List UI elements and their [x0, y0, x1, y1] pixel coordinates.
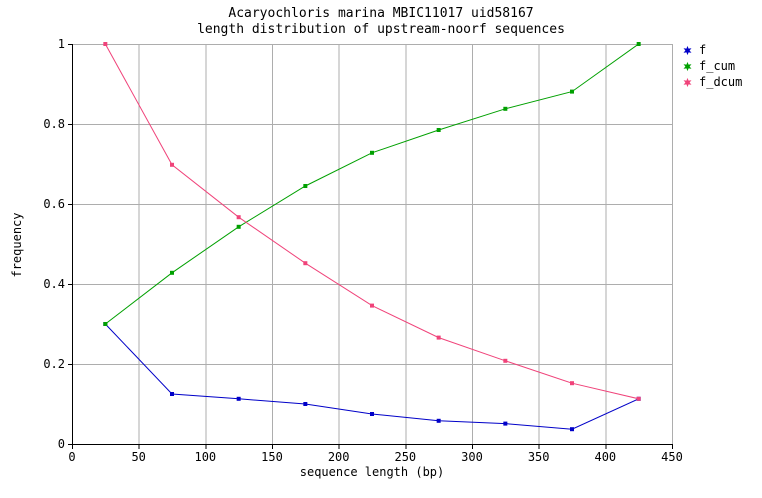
data-point-f_dcum	[636, 396, 641, 401]
y-tick-label: 1	[58, 37, 65, 51]
chart-subtitle: length distribution of upstream-noorf se…	[197, 22, 565, 37]
y-tick-label: 0.6	[43, 197, 65, 211]
data-point-f	[370, 412, 374, 416]
y-tick-label: 0.4	[43, 277, 65, 291]
data-point-f	[303, 402, 308, 406]
legend-item-label: f	[699, 43, 707, 57]
data-point-f_cum	[303, 184, 308, 188]
data-point-f	[570, 427, 574, 432]
legend-marker-icon	[683, 77, 692, 87]
data-point-f_dcum	[503, 358, 508, 363]
data-point-f	[436, 418, 441, 423]
data-point-f_cum	[103, 322, 108, 326]
legend-item-f_dcum: f_dcum	[682, 74, 742, 90]
axes	[72, 44, 673, 445]
series-f_cum	[103, 42, 641, 326]
data-point-f_cum	[370, 150, 374, 155]
data-point-f_dcum	[570, 381, 574, 386]
data-point-f_cum	[636, 42, 641, 46]
data-point-f_dcum	[303, 261, 308, 266]
tick-labels: 0 50 100 150 200 250 300 350 400 450 0 0.2 0.4 0.6 0.8…	[43, 37, 683, 464]
x-tick-label: 100	[194, 450, 216, 464]
data-point-f	[503, 421, 508, 426]
data-point-f_cum	[236, 224, 241, 229]
y-tick-label: 0.8	[43, 117, 65, 131]
x-axis-label: sequence length (bp)	[299, 465, 445, 479]
data-point-f_cum	[436, 128, 441, 132]
series-f	[103, 322, 641, 432]
legend-marker-icon	[683, 61, 692, 71]
data-point-f	[170, 392, 174, 396]
series-f_dcum	[103, 42, 641, 401]
series-line-f_dcum	[104, 43, 639, 400]
x-tick-label: 250	[394, 450, 416, 464]
x-tick-label: 350	[528, 450, 550, 464]
x-tick-label: 200	[328, 450, 350, 464]
data-point-f_dcum	[170, 162, 174, 167]
chart-title: Acaryochloris marina MBIC11017 uid58167	[228, 6, 534, 21]
y-tick-label: 0.2	[43, 357, 65, 371]
x-tick-label: 150	[261, 450, 283, 464]
data-point-f_dcum	[236, 215, 241, 220]
legend-item-f_cum: f_cum	[682, 58, 742, 74]
data-point-f	[236, 396, 241, 401]
data-point-f_cum	[570, 89, 574, 94]
grid	[72, 44, 673, 444]
data-point-f_dcum	[436, 335, 441, 340]
x-tick-label: 400	[594, 450, 616, 464]
legend-marker-icon	[683, 45, 692, 55]
data-point-f_cum	[503, 106, 508, 111]
x-tick-label: 50	[131, 450, 145, 464]
x-tick-label: 450	[661, 450, 683, 464]
data-point-f_dcum	[370, 303, 374, 308]
data-point-f_dcum	[103, 42, 108, 46]
x-tick-label: 0	[68, 450, 75, 464]
y-tick-label: 0	[58, 437, 65, 451]
legend-item-label: f_dcum	[699, 75, 743, 89]
tick-marks	[68, 44, 673, 449]
legend-item-label: f_cum	[699, 59, 736, 73]
legend-item-f: f	[682, 42, 742, 58]
series-line-f_cum	[105, 43, 639, 325]
data-point-f_cum	[170, 270, 174, 275]
legend: f f_cum f_dcum	[682, 42, 742, 90]
x-tick-label: 300	[461, 450, 483, 464]
